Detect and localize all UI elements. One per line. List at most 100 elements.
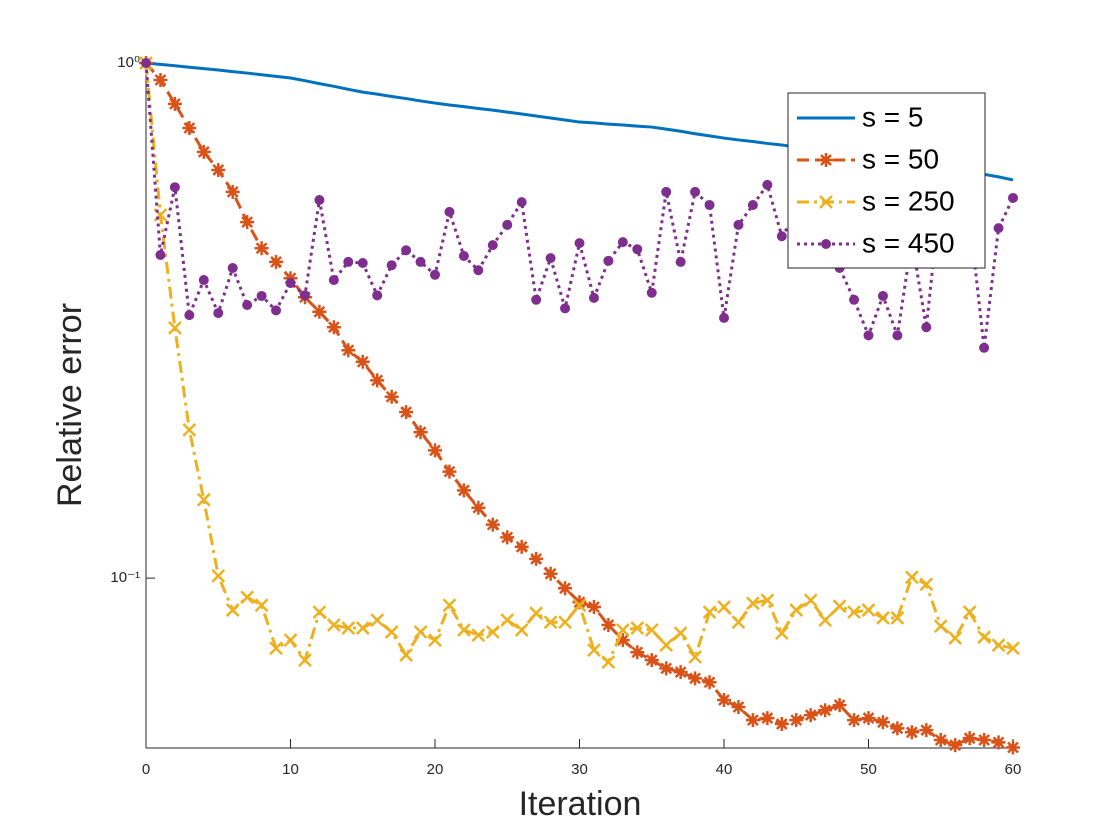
marker bbox=[428, 443, 442, 458]
marker bbox=[182, 120, 197, 135]
marker bbox=[169, 182, 180, 193]
marker bbox=[269, 254, 284, 269]
marker bbox=[314, 195, 325, 206]
marker bbox=[574, 238, 585, 249]
marker bbox=[572, 598, 587, 613]
marker bbox=[514, 539, 529, 554]
marker bbox=[704, 200, 715, 211]
marker bbox=[615, 623, 630, 637]
marker bbox=[717, 600, 731, 614]
marker bbox=[979, 342, 990, 353]
marker bbox=[673, 626, 688, 641]
marker bbox=[372, 290, 383, 301]
marker bbox=[745, 713, 760, 728]
marker bbox=[256, 290, 267, 301]
plot-area: 0 10 20 30 40 50 60 10⁻¹ 10⁰ bbox=[110, 54, 1021, 778]
marker bbox=[558, 581, 573, 596]
marker bbox=[774, 626, 789, 641]
marker bbox=[384, 625, 399, 639]
marker bbox=[803, 593, 818, 608]
marker bbox=[529, 551, 544, 566]
x-tick-label: 60 bbox=[1005, 761, 1022, 778]
marker bbox=[487, 240, 498, 251]
marker bbox=[977, 630, 991, 645]
marker bbox=[153, 72, 168, 87]
x-tick-label: 30 bbox=[571, 761, 588, 778]
marker bbox=[572, 595, 587, 610]
marker bbox=[659, 661, 674, 676]
marker bbox=[430, 269, 440, 280]
marker bbox=[776, 231, 787, 242]
marker bbox=[803, 708, 818, 723]
marker bbox=[948, 631, 963, 645]
marker bbox=[500, 613, 515, 627]
marker bbox=[184, 310, 195, 321]
marker bbox=[242, 300, 253, 311]
marker bbox=[545, 253, 556, 264]
marker bbox=[485, 625, 500, 639]
marker bbox=[558, 615, 572, 630]
marker bbox=[529, 606, 544, 621]
marker bbox=[762, 179, 773, 190]
marker bbox=[225, 184, 240, 199]
legend: s = 5 s = 50 s = 250 s = 450 bbox=[787, 92, 986, 269]
marker bbox=[746, 596, 760, 611]
marker bbox=[747, 200, 758, 211]
x-axis-label: Iteration bbox=[519, 785, 642, 823]
marker bbox=[876, 611, 890, 625]
marker bbox=[890, 721, 905, 736]
x-tick-label: 0 bbox=[142, 761, 150, 778]
marker bbox=[617, 237, 628, 248]
marker bbox=[601, 617, 616, 632]
marker bbox=[991, 735, 1006, 750]
marker bbox=[141, 58, 151, 68]
marker bbox=[312, 605, 327, 620]
marker bbox=[543, 566, 558, 581]
marker bbox=[821, 239, 831, 249]
marker bbox=[774, 716, 789, 731]
marker bbox=[991, 638, 1006, 653]
marker bbox=[962, 605, 977, 620]
marker bbox=[384, 389, 399, 404]
marker bbox=[832, 698, 847, 713]
marker bbox=[326, 618, 341, 632]
marker bbox=[1008, 192, 1018, 203]
y-axis-label: Relative error bbox=[51, 303, 89, 507]
marker bbox=[213, 308, 224, 319]
marker bbox=[271, 305, 282, 316]
legend-label: s = 250 bbox=[862, 185, 955, 216]
marker bbox=[688, 671, 703, 686]
marker bbox=[789, 713, 804, 728]
marker bbox=[731, 700, 746, 715]
marker bbox=[861, 603, 876, 617]
marker bbox=[832, 599, 847, 614]
marker bbox=[632, 244, 643, 255]
marker bbox=[298, 653, 312, 668]
marker bbox=[312, 304, 327, 319]
marker bbox=[690, 186, 701, 197]
marker bbox=[615, 633, 630, 648]
marker bbox=[933, 619, 948, 633]
marker bbox=[993, 223, 1004, 234]
marker bbox=[328, 275, 339, 286]
marker bbox=[355, 354, 370, 369]
marker bbox=[819, 195, 833, 209]
marker bbox=[341, 343, 356, 358]
marker bbox=[904, 725, 919, 740]
legend-label: s = 50 bbox=[862, 143, 939, 174]
marker bbox=[644, 623, 659, 637]
marker bbox=[877, 290, 888, 301]
marker bbox=[502, 219, 513, 230]
marker bbox=[630, 645, 645, 660]
marker bbox=[401, 245, 412, 256]
marker bbox=[819, 153, 833, 167]
marker bbox=[875, 715, 890, 730]
legend-box bbox=[787, 92, 986, 269]
marker bbox=[587, 643, 601, 657]
marker bbox=[269, 641, 283, 656]
marker bbox=[659, 638, 674, 653]
marker bbox=[370, 613, 385, 627]
marker bbox=[717, 692, 731, 707]
marker bbox=[473, 265, 484, 276]
x-tick-label: 10 bbox=[282, 761, 299, 778]
